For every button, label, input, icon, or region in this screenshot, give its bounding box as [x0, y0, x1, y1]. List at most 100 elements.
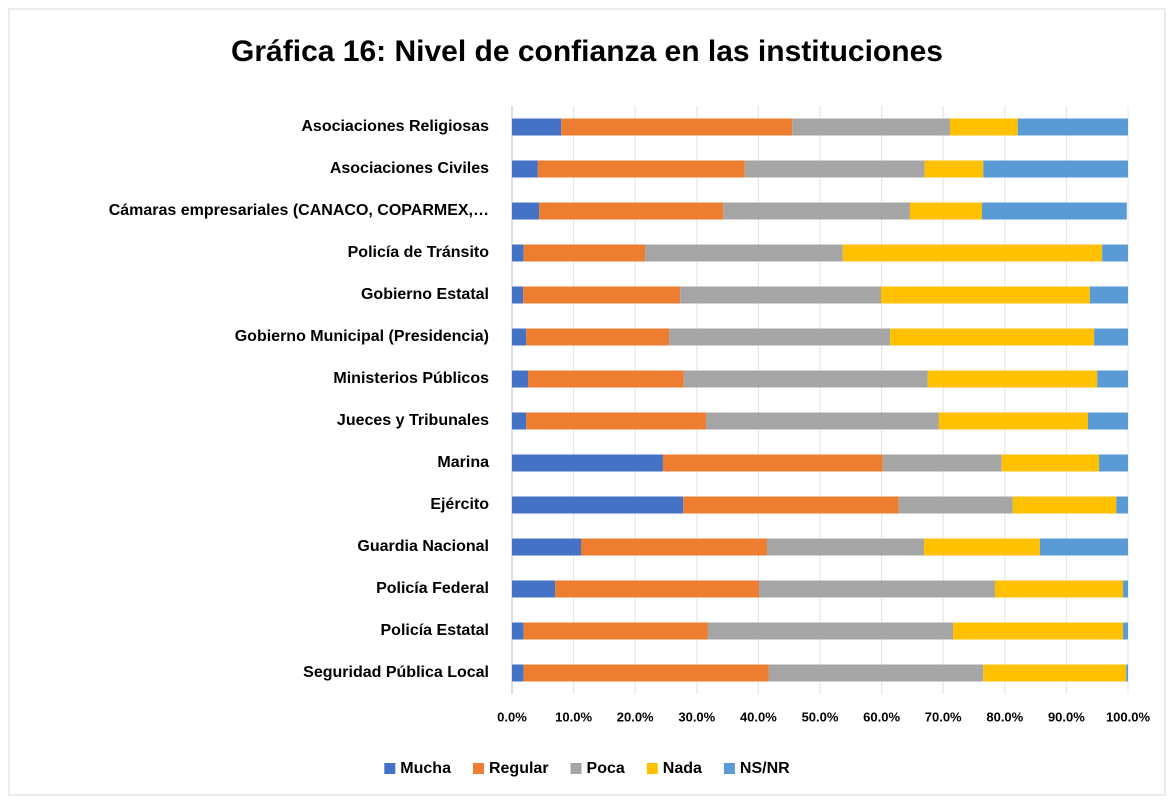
bar-segment: [1001, 454, 1100, 472]
x-tick-label: 100.0%: [1106, 709, 1151, 724]
bar-segment: [1123, 622, 1128, 640]
legend-label: Poca: [587, 760, 625, 777]
bar-segment: [759, 580, 995, 598]
bar-segment: [1012, 496, 1117, 514]
bar-segment: [662, 454, 883, 472]
legend-label: Nada: [663, 760, 702, 777]
bar-segment: [512, 244, 524, 262]
y-tick-label: Policía Estatal: [381, 622, 490, 639]
y-tick-label: Seguridad Pública Local: [303, 664, 489, 681]
bar-segment: [994, 580, 1124, 598]
legend-label: Mucha: [400, 760, 451, 777]
x-tick-label: 10.0%: [555, 709, 592, 724]
bar-segment: [949, 118, 1018, 136]
chart-title: Gráfica 16: Nivel de confianza en las in…: [231, 35, 943, 68]
bar-segment: [1039, 538, 1128, 556]
y-tick-label: Policía de Tránsito: [348, 244, 490, 261]
bar-segment: [1102, 244, 1128, 262]
x-tick-label: 20.0%: [617, 709, 654, 724]
y-tick-label: Cámaras empresariales (CANACO, COPARMEX,…: [109, 202, 489, 219]
bar-segment: [528, 370, 684, 388]
bar-segment: [645, 244, 843, 262]
bar-segment: [909, 202, 983, 220]
y-tick-label: Asociaciones Religiosas: [301, 118, 489, 135]
x-tick-label: 70.0%: [925, 709, 962, 724]
bar-segment: [924, 160, 984, 178]
bar-segment: [767, 538, 925, 556]
bar-segment: [555, 580, 760, 598]
bar-segment: [982, 202, 1127, 220]
bar-segment: [924, 538, 1040, 556]
bar-segment: [512, 370, 529, 388]
x-tick-label: 60.0%: [863, 709, 900, 724]
x-tick-label: 0.0%: [497, 709, 527, 724]
y-tick-label: Jueces y Tribunales: [337, 412, 489, 429]
y-tick-label: Marina: [437, 454, 489, 471]
bar-segment: [1126, 664, 1128, 682]
y-tick-label: Ministerios Públicos: [333, 370, 489, 387]
x-tick-label: 50.0%: [802, 709, 839, 724]
bar-segment: [512, 412, 527, 430]
bar-segment: [842, 244, 1103, 262]
y-tick-label: Gobierno Estatal: [361, 286, 489, 303]
bar-segment: [707, 622, 954, 640]
bar-segment: [512, 496, 684, 514]
bar-segment: [580, 538, 768, 556]
y-tick-label: Ejército: [430, 496, 489, 513]
bar-segment: [523, 286, 681, 304]
legend-swatch: [570, 763, 582, 774]
bar-segment: [1123, 580, 1128, 598]
bar-segment: [882, 454, 1002, 472]
bar-segment: [683, 496, 899, 514]
bar-segment: [1017, 118, 1128, 136]
bar-segment: [512, 202, 540, 220]
bar-segment: [512, 454, 663, 472]
bar-segment: [561, 118, 793, 136]
bar-segment: [880, 286, 1090, 304]
bar-segment: [512, 580, 556, 598]
y-tick-label: Policía Federal: [376, 580, 489, 597]
x-tick-label: 80.0%: [986, 709, 1023, 724]
x-tick-label: 90.0%: [1048, 709, 1085, 724]
bar-segment: [768, 664, 984, 682]
bar-segment: [539, 202, 724, 220]
legend-swatch: [472, 763, 484, 774]
bar-segment: [526, 412, 707, 430]
legend-swatch: [384, 763, 396, 774]
bar-segment: [1089, 286, 1128, 304]
bar-segment: [526, 328, 670, 346]
bar-segment: [1094, 328, 1128, 346]
bar-segment: [1087, 412, 1128, 430]
legend-label: NS/NR: [740, 760, 790, 777]
bar-segment: [683, 370, 928, 388]
bar-segment: [669, 328, 891, 346]
bar-segment: [1099, 454, 1128, 472]
bar-segment: [1116, 496, 1128, 514]
bar-segment: [523, 622, 708, 640]
bar-segment: [512, 286, 524, 304]
bar-segment: [723, 202, 910, 220]
bar-segment: [512, 328, 527, 346]
y-tick-label: Guardia Nacional: [357, 538, 489, 555]
legend-swatch: [646, 763, 658, 774]
chart-frame: [8, 8, 1166, 796]
bar-segment: [1097, 370, 1128, 388]
bar-segment: [512, 664, 524, 682]
x-tick-label: 30.0%: [678, 709, 715, 724]
bar-segment: [680, 286, 881, 304]
bar-segment: [512, 160, 538, 178]
bar-segment: [512, 622, 524, 640]
bar-segment: [523, 664, 769, 682]
bar-segment: [744, 160, 925, 178]
y-tick-label: Asociaciones Civiles: [330, 160, 489, 177]
legend-swatch: [723, 763, 735, 774]
bar-segment: [792, 118, 950, 136]
bar-segment: [983, 664, 1127, 682]
bar-segment: [927, 370, 1098, 388]
bar-segment: [706, 412, 939, 430]
bar-segment: [890, 328, 1095, 346]
legend-label: Regular: [489, 760, 549, 777]
bar-segment: [537, 160, 745, 178]
bar-segment: [983, 160, 1128, 178]
